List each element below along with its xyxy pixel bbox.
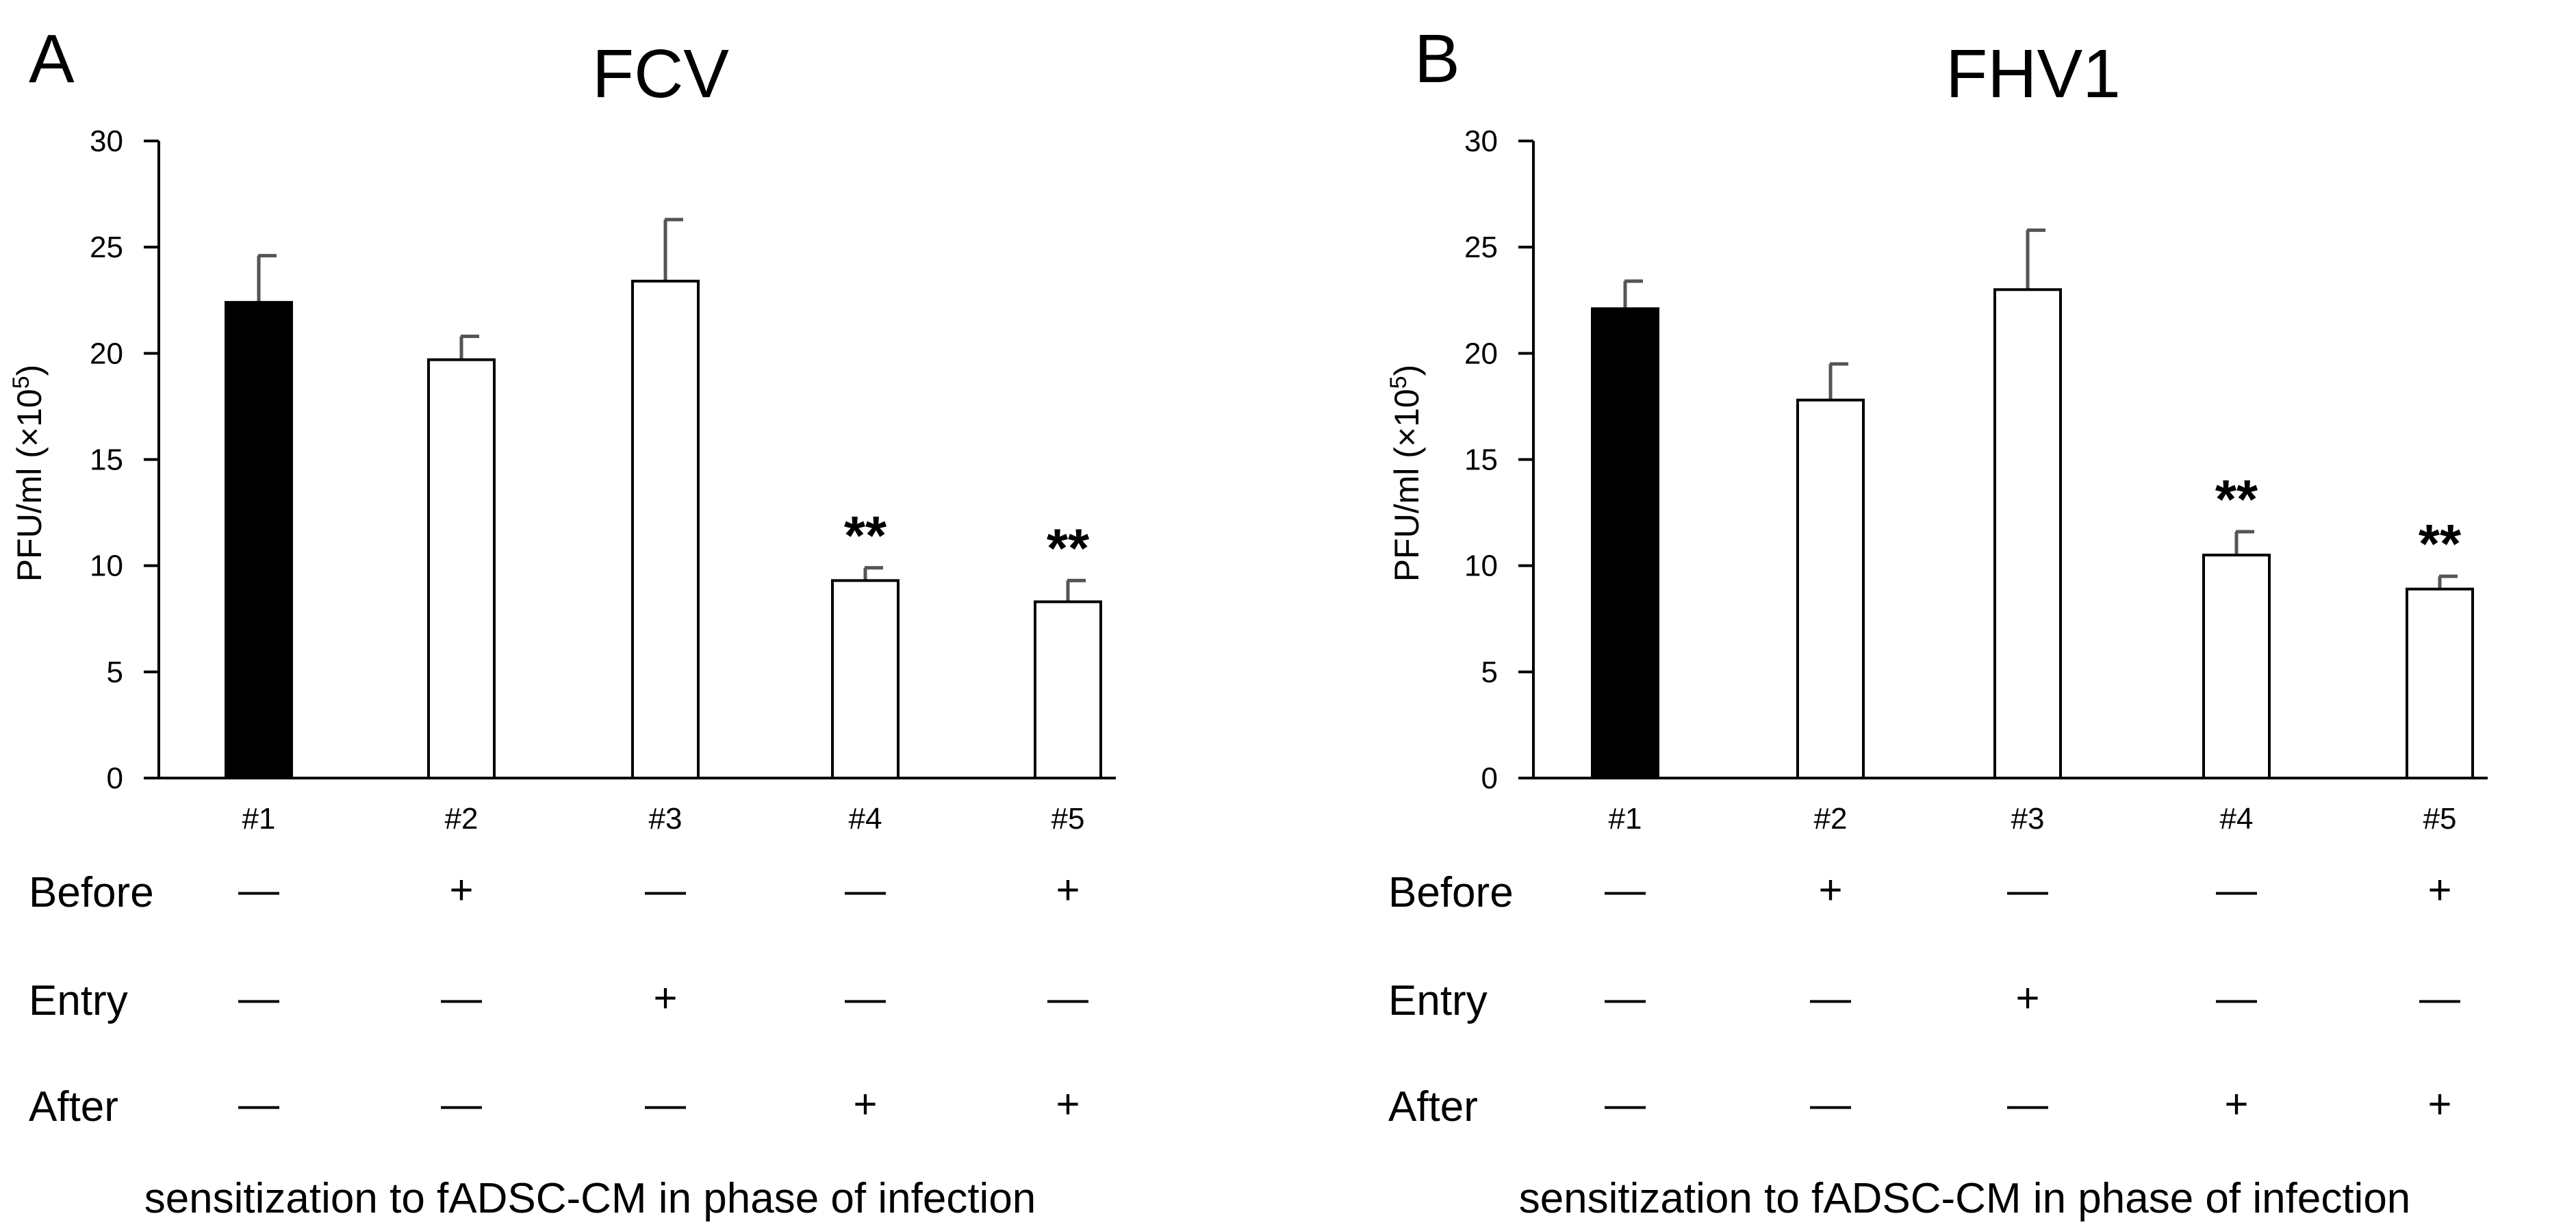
condition-mark: —	[845, 975, 886, 1021]
x-axis-label: sensitization to fADSC-CM in phase of in…	[1519, 1175, 2411, 1222]
x-tick-label: #2	[445, 802, 479, 836]
significance-marker: **	[844, 505, 887, 566]
bar-n5	[1034, 600, 1102, 779]
y-tick-label: 25	[1464, 231, 1498, 264]
y-axis-label: PFU/ml (×105)	[8, 365, 49, 582]
bar-n1	[225, 300, 293, 779]
y-tick-label: 30	[90, 125, 123, 158]
bar-n4	[2202, 554, 2271, 780]
bar-n3	[631, 279, 700, 779]
x-tick-label: #5	[1051, 802, 1085, 836]
significance-marker: **	[2215, 469, 2258, 530]
x-tick-label: #3	[649, 802, 683, 836]
condition-mark: —	[1810, 975, 1851, 1021]
y-tick-label: 20	[90, 337, 123, 370]
y-axis-label-text: PFU/ml (×10	[1388, 389, 1426, 582]
condition-label-before: Before	[1388, 869, 1514, 916]
condition-mark: —	[441, 975, 482, 1021]
condition-label-entry: Entry	[1388, 977, 1488, 1024]
bar-n2	[1796, 398, 1865, 779]
y-axis-label: PFU/ml (×105)	[1386, 365, 1426, 582]
condition-mark: —	[2216, 867, 2257, 913]
condition-mark: —	[238, 867, 279, 913]
condition-mark: —	[2216, 975, 2257, 1021]
condition-mark: +	[1818, 867, 1842, 913]
condition-mark: +	[1056, 1081, 1080, 1127]
condition-mark: —	[238, 975, 279, 1021]
x-tick-label: #1	[1609, 802, 1642, 836]
condition-mark: —	[1810, 1081, 1851, 1127]
x-axis-label: sensitization to fADSC-CM in phase of in…	[144, 1175, 1036, 1222]
significance-marker: **	[2419, 513, 2462, 574]
y-tick-label: 0	[107, 762, 123, 795]
panel-label: A	[29, 21, 75, 97]
condition-mark: +	[449, 867, 473, 913]
x-tick-label: #4	[849, 802, 882, 836]
bar-n1	[1591, 307, 1659, 779]
y-tick-label: 25	[90, 231, 123, 264]
x-tick-label: #5	[2423, 802, 2457, 836]
y-axis-label-exponent: 5	[1386, 376, 1412, 389]
condition-label-entry: Entry	[29, 977, 128, 1024]
condition-mark: —	[1605, 1081, 1646, 1127]
condition-mark: +	[2427, 867, 2451, 913]
condition-mark: —	[645, 867, 686, 913]
y-axis-label-close: )	[10, 365, 49, 376]
y-axis-label-close: )	[1388, 365, 1426, 376]
condition-mark: —	[2007, 867, 2048, 913]
condition-mark: +	[853, 1081, 877, 1127]
y-tick-label: 15	[90, 443, 123, 477]
bar-n3	[1993, 288, 2062, 779]
condition-mark: —	[1605, 975, 1646, 1021]
y-tick-label: 5	[1481, 656, 1498, 689]
condition-mark: +	[2427, 1081, 2451, 1127]
x-tick-label: #1	[242, 802, 276, 836]
condition-mark: +	[2015, 975, 2039, 1021]
condition-label-after: After	[1388, 1083, 1478, 1130]
x-tick-label: #3	[2011, 802, 2045, 836]
bar-n5	[2406, 587, 2474, 779]
y-tick-label: 15	[1464, 443, 1498, 477]
chart-title: FCV	[592, 36, 729, 112]
x-tick-label: #4	[2220, 802, 2254, 836]
significance-marker: **	[1047, 517, 1090, 578]
y-axis-label-exponent: 5	[8, 376, 34, 389]
y-tick-label: 30	[1464, 125, 1498, 158]
y-tick-label: 0	[1481, 762, 1498, 795]
condition-mark: —	[2419, 975, 2460, 1021]
x-tick-label: #2	[1814, 802, 1848, 836]
condition-mark: —	[441, 1081, 482, 1127]
condition-mark: —	[645, 1081, 686, 1127]
condition-mark: —	[1047, 975, 1088, 1021]
condition-mark: +	[1056, 867, 1080, 913]
bar-n4	[831, 579, 900, 779]
condition-mark: —	[845, 867, 886, 913]
condition-mark: +	[2224, 1081, 2248, 1127]
condition-mark: +	[653, 975, 677, 1021]
y-axis-label-text: PFU/ml (×10	[10, 389, 49, 582]
y-tick-label: 10	[1464, 549, 1498, 583]
chart-title: FHV1	[1946, 36, 2121, 112]
panel-label: B	[1414, 21, 1460, 97]
condition-label-after: After	[29, 1083, 118, 1130]
y-tick-label: 10	[90, 549, 123, 583]
condition-mark: —	[1605, 867, 1646, 913]
y-tick-label: 5	[107, 656, 123, 689]
condition-label-before: Before	[29, 869, 154, 916]
condition-mark: —	[2007, 1081, 2048, 1127]
bar-n2	[427, 358, 496, 779]
y-tick-label: 20	[1464, 337, 1498, 370]
condition-mark: —	[238, 1081, 279, 1127]
